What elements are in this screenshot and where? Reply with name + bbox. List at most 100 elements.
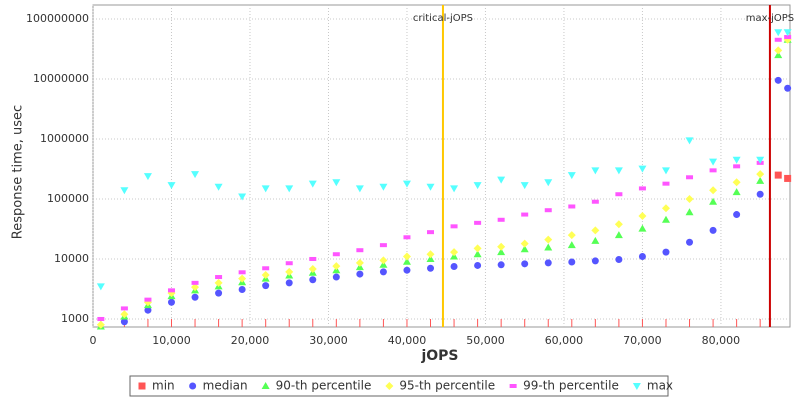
point	[497, 217, 505, 222]
point	[568, 204, 576, 209]
point	[685, 137, 694, 145]
point	[143, 173, 152, 181]
legend-label: median	[203, 379, 248, 393]
point	[191, 171, 200, 179]
point	[638, 165, 647, 173]
x-tick-label: 20,000	[231, 334, 270, 347]
point	[520, 182, 529, 190]
legend-label: 90-th percentile	[276, 379, 372, 393]
point	[426, 250, 435, 259]
y-tick-label: 10000000	[33, 72, 89, 85]
point	[662, 181, 670, 186]
point	[567, 241, 576, 249]
marker-label: critical-jOPS	[413, 13, 473, 24]
point	[191, 293, 199, 301]
point	[332, 252, 340, 257]
point	[238, 193, 247, 201]
point	[120, 306, 128, 311]
point	[615, 192, 623, 197]
point	[521, 212, 529, 217]
point	[167, 288, 175, 293]
point	[285, 279, 293, 287]
point	[774, 51, 783, 59]
point	[614, 220, 623, 229]
point	[262, 266, 270, 271]
point	[756, 170, 765, 179]
point	[774, 171, 782, 179]
point	[356, 270, 364, 278]
point	[450, 224, 458, 229]
point	[402, 257, 411, 265]
y-tick-label: 10000	[54, 252, 89, 265]
y-tick-label: 1000000	[40, 132, 89, 145]
point	[733, 164, 741, 169]
point	[774, 29, 783, 37]
point	[474, 261, 482, 269]
point	[144, 297, 152, 302]
point	[638, 224, 647, 232]
point	[402, 180, 411, 188]
point	[138, 382, 146, 390]
x-tick-label: 30,000	[309, 334, 348, 347]
point	[520, 245, 529, 253]
point	[144, 306, 152, 314]
point	[591, 199, 599, 204]
point	[332, 273, 340, 281]
point	[379, 243, 387, 248]
point	[332, 262, 341, 271]
x-tick-label: 60,000	[545, 334, 584, 347]
point	[544, 179, 553, 187]
point	[426, 254, 435, 262]
point	[120, 318, 128, 326]
point	[191, 283, 200, 292]
x-tick-label: 70,000	[623, 334, 662, 347]
point	[591, 257, 599, 265]
point	[426, 183, 435, 191]
point	[520, 239, 529, 248]
legend	[129, 375, 669, 397]
point	[774, 76, 782, 84]
point	[238, 270, 246, 275]
point	[427, 264, 435, 272]
point	[332, 179, 341, 187]
point	[120, 310, 129, 319]
point	[638, 252, 646, 260]
point	[308, 265, 317, 274]
point	[567, 172, 576, 180]
legend-label: 99-th percentile	[523, 379, 619, 393]
point	[567, 231, 576, 240]
point	[497, 176, 506, 184]
legend-label: max	[647, 379, 673, 393]
y-tick-label: 100000000	[26, 12, 89, 25]
point	[756, 176, 765, 184]
point	[661, 215, 670, 223]
point	[614, 231, 623, 239]
point	[661, 204, 670, 213]
x-tick-label: 80,000	[702, 334, 741, 347]
point	[238, 285, 246, 293]
point	[686, 175, 694, 180]
point	[285, 185, 294, 193]
legend-label: min	[152, 379, 175, 393]
point	[756, 190, 764, 198]
y-axis-title: Response time, usec	[11, 105, 26, 239]
point	[591, 236, 600, 244]
point	[356, 248, 364, 253]
point	[774, 37, 782, 42]
point	[167, 298, 175, 306]
point	[309, 276, 317, 284]
point	[709, 197, 718, 205]
x-axis-title: jOPS	[420, 348, 458, 364]
point	[474, 220, 482, 225]
point	[215, 289, 223, 297]
point	[385, 382, 394, 390]
marker-label: max-jOPS	[746, 13, 794, 24]
point	[686, 238, 694, 246]
point	[355, 185, 364, 193]
point	[403, 235, 411, 240]
x-tick-label: 10,000	[152, 334, 191, 347]
point	[784, 84, 792, 92]
point	[685, 194, 694, 203]
point	[709, 168, 717, 173]
